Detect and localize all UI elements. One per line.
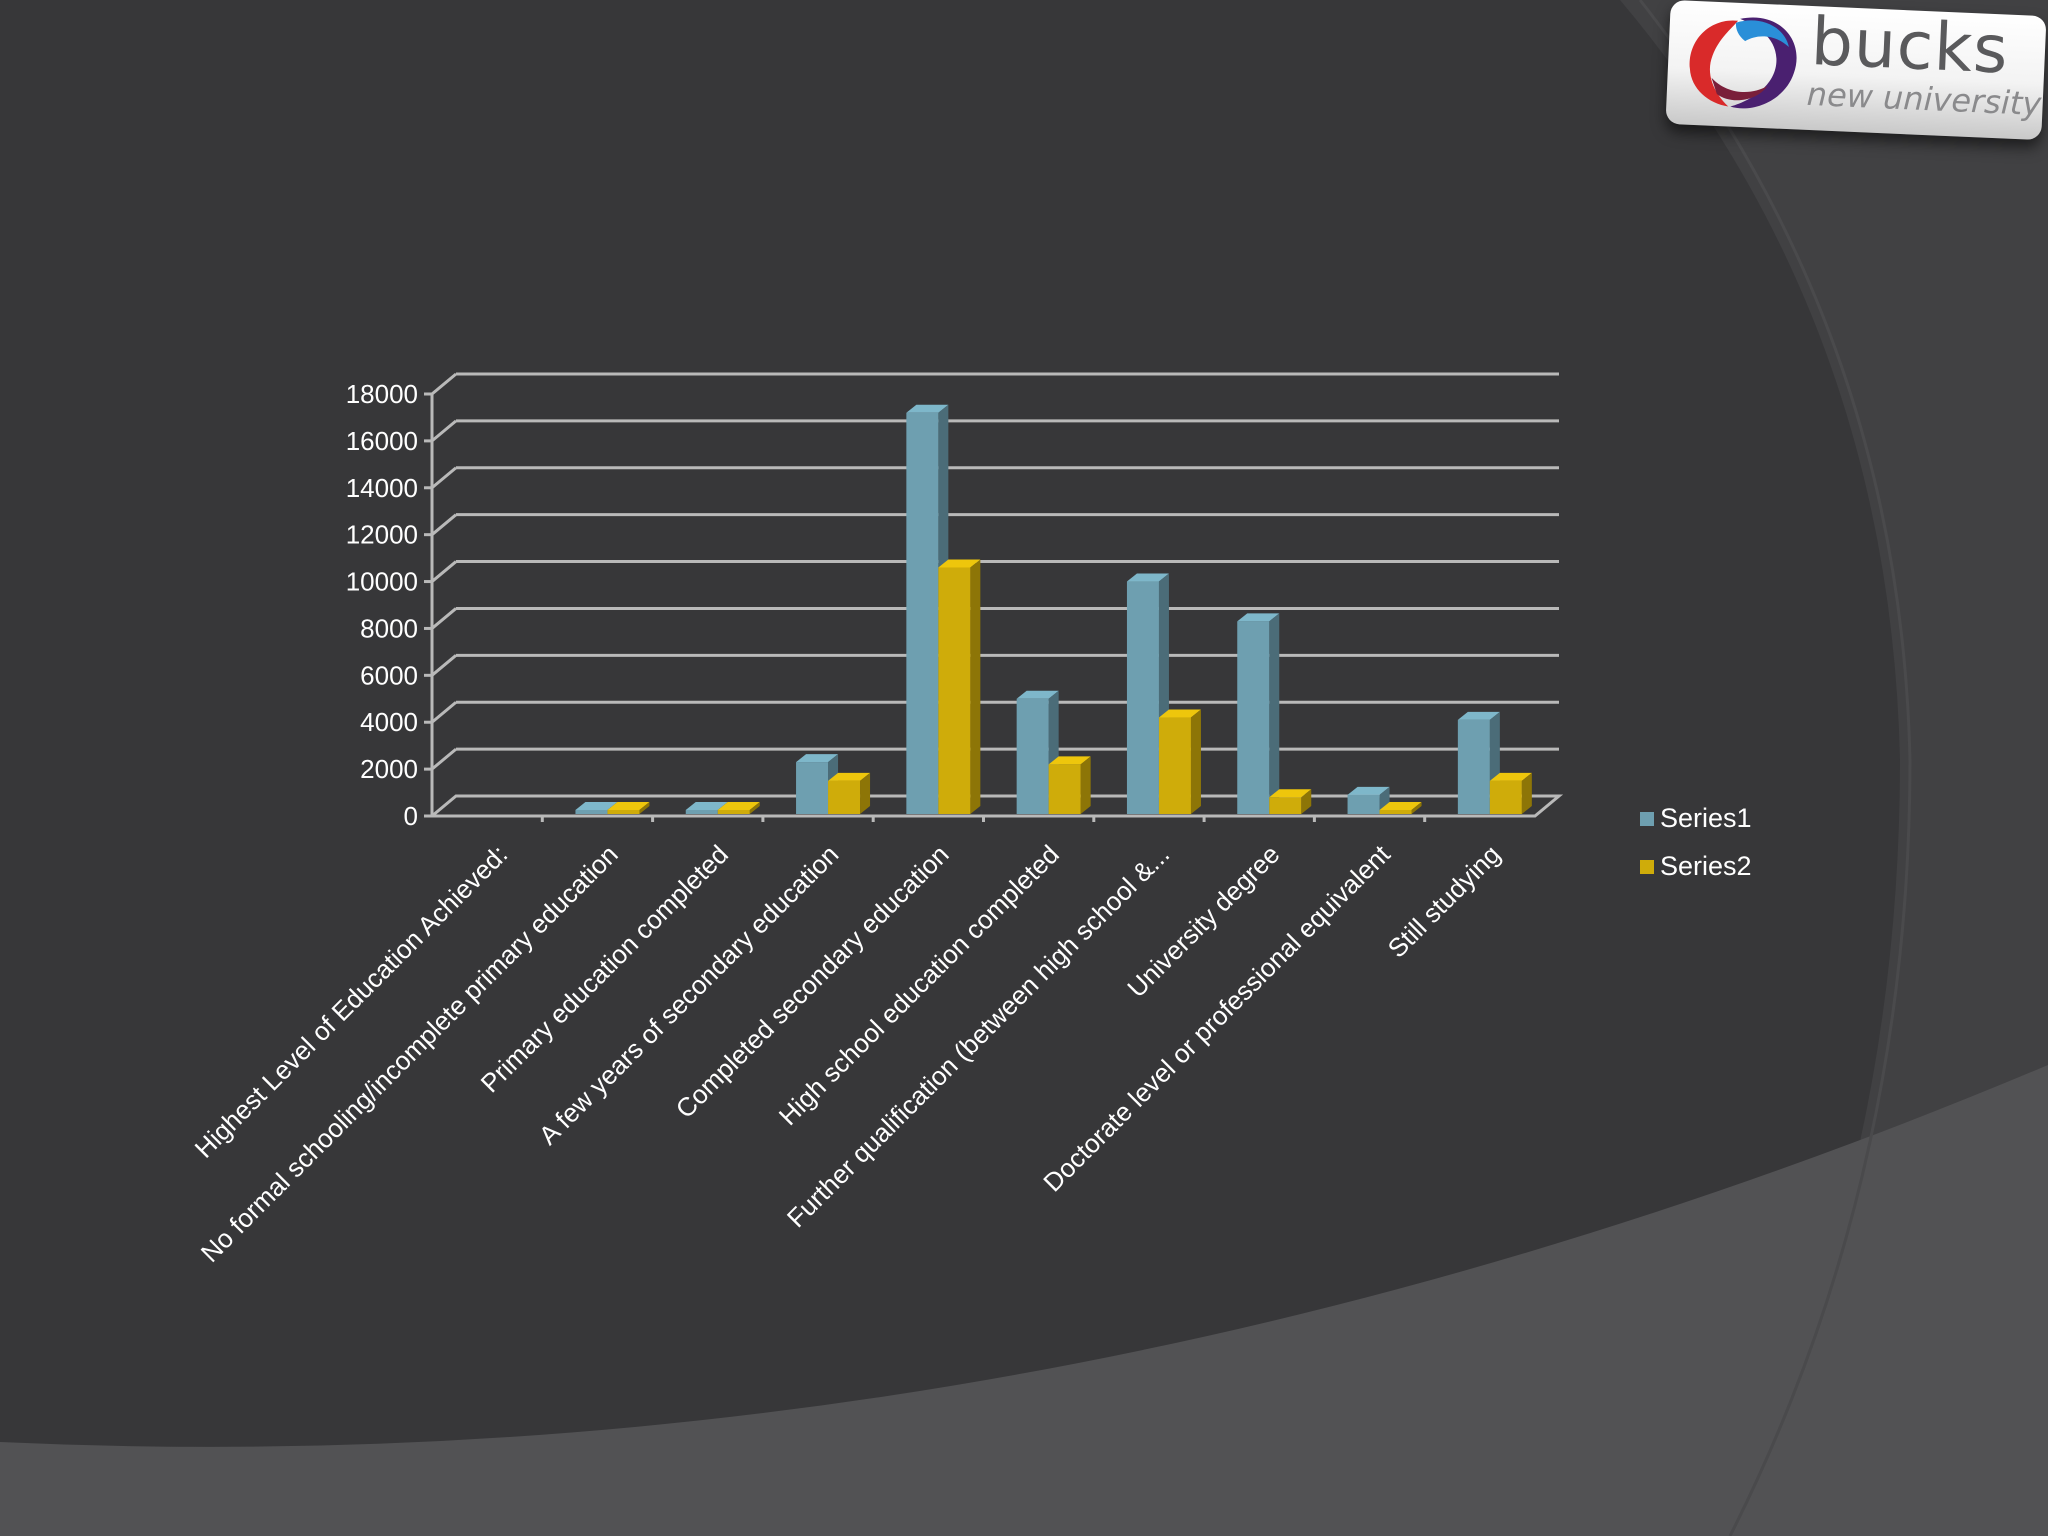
y-tick-label: 8000 [360, 613, 418, 643]
y-tick-label: 16000 [346, 426, 418, 456]
gridline-depth [431, 513, 457, 536]
bar-side-series2 [970, 559, 981, 814]
bar-side-series2 [1411, 802, 1422, 814]
legend-swatch-series2 [1640, 860, 1654, 874]
bar-top-series1 [906, 404, 949, 413]
gridline-depth [431, 560, 457, 583]
bar-top-series2 [607, 802, 650, 810]
bar-series2 [1379, 810, 1412, 814]
bar-side-series2 [1190, 709, 1201, 814]
x-category-label: Further qualification (between high scho… [781, 839, 1175, 1233]
bar-side-series2 [1301, 789, 1312, 814]
bucks-logo: bucks new university [1665, 0, 2047, 141]
gridline-depth [431, 372, 457, 396]
logo-swirl-icon [1689, 17, 1797, 109]
y-tick-label: 18000 [346, 379, 418, 409]
bar-series2 [1489, 780, 1522, 814]
y-tick-label: 14000 [346, 473, 418, 503]
gridline-depth [431, 747, 457, 771]
legend-label-series1: Series1 [1660, 803, 1752, 833]
bar-side-series2 [639, 802, 650, 814]
y-tick-label: 0 [404, 801, 418, 831]
legend: Series1 Series2 [1640, 803, 1752, 881]
bar-series1 [1126, 581, 1159, 814]
bar-series2 [717, 810, 750, 814]
gridline-depth [431, 466, 457, 489]
gridline-depth [431, 701, 457, 724]
y-tick-label: 2000 [360, 754, 418, 784]
bar-series1 [1237, 621, 1270, 814]
bar-top-series2 [1269, 789, 1312, 798]
bar-top-series1 [685, 802, 728, 810]
x-axis-labels: Highest Level of Education Achieved:No f… [189, 838, 1506, 1267]
bar-top-series1 [1126, 573, 1169, 582]
y-tick-label: 12000 [346, 520, 418, 550]
gridline-depth [431, 607, 457, 630]
bar-series2 [1158, 717, 1191, 814]
bar-top-series1 [1237, 613, 1280, 622]
bar-top-series2 [1048, 756, 1091, 765]
bar-side-series1 [1269, 613, 1280, 814]
y-axis-ticks: 0 2000 4000 6000 8000 10000 12000 14000 16000 180… [346, 379, 1427, 831]
bar-series2 [828, 780, 861, 814]
y-tick-label: 10000 [346, 567, 418, 597]
bar-top-series1 [1347, 786, 1390, 795]
legend-label-series2: Series2 [1660, 851, 1752, 881]
legend-swatch-series1 [1640, 812, 1654, 826]
bar-top-series2 [828, 772, 871, 781]
bar-top-series2 [938, 559, 981, 568]
bar-series1 [796, 762, 829, 814]
bar-top-series2 [717, 802, 760, 810]
floor [427, 794, 1564, 818]
bar-series2 [607, 810, 640, 814]
bar-series1 [906, 412, 939, 814]
bar-side-series2 [1080, 756, 1091, 814]
bar-top-series1 [575, 802, 618, 810]
bar-series1 [685, 810, 718, 814]
grid [427, 372, 1564, 818]
logo-subtitle: new university [1806, 74, 2043, 124]
bar-series1 [1457, 719, 1490, 814]
gridline-depth [431, 654, 457, 677]
bar-series2 [938, 567, 971, 814]
background-arc-bottom [0, 1065, 2048, 1536]
bar-top-series2 [1379, 802, 1422, 810]
bar-series1 [1347, 794, 1380, 814]
gridline-depth [431, 419, 457, 443]
bars [575, 404, 1532, 814]
x-category-label: No formal schooling/incomplete primary e… [195, 839, 624, 1268]
bar-side-series2 [860, 772, 871, 814]
bar-top-series2 [1158, 709, 1201, 718]
bar-top-series1 [796, 754, 839, 763]
bar-top-series2 [1489, 772, 1532, 781]
bar-series1 [575, 810, 608, 814]
x-category-label: Still studying [1382, 839, 1506, 963]
bar-top-series1 [1457, 711, 1500, 720]
y-tick-label: 6000 [360, 660, 418, 690]
bar-series2 [1269, 797, 1302, 814]
bar-series1 [1016, 698, 1049, 814]
logo-wordmark: bucks [1809, 3, 2011, 89]
bar-series2 [1048, 764, 1081, 814]
bar-side-series2 [749, 802, 760, 814]
bar-top-series1 [1016, 690, 1059, 699]
y-tick-label: 4000 [360, 707, 418, 737]
background-arc-line [1638, 0, 1912, 1536]
bar-side-series2 [1521, 772, 1532, 814]
